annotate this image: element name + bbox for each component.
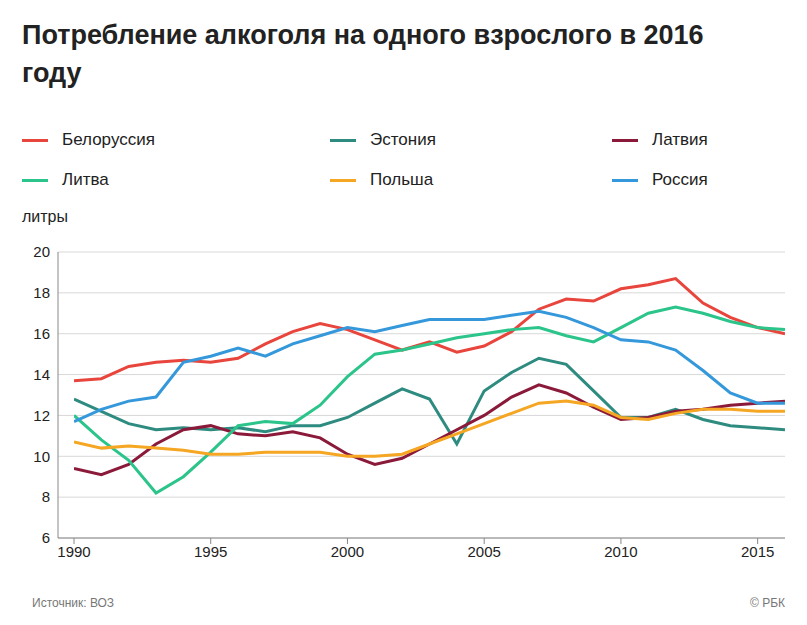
svg-text:2005: 2005 [468, 543, 501, 560]
html-text:Белоруссия: Белоруссия [62, 130, 155, 149]
svg-text:1995: 1995 [194, 543, 227, 560]
html-text:© РБК: © РБК [750, 596, 785, 610]
svg-text:2000: 2000 [331, 543, 364, 560]
html-text:литры: литры [22, 208, 68, 225]
svg-text:1990: 1990 [57, 543, 90, 560]
html-text:Россия: Россия [652, 170, 708, 189]
html-text:Литва: Литва [62, 170, 109, 189]
svg-text:2010: 2010 [604, 543, 637, 560]
html-text:Потребление алкоголя на одного: Потребление алкоголя на одного взрослого… [22, 20, 704, 88]
svg-text:10: 10 [33, 448, 50, 465]
svg-text:12: 12 [33, 407, 50, 424]
svg-text:18: 18 [33, 284, 50, 301]
html-text:Латвия: Латвия [652, 130, 708, 149]
svg-text:2015: 2015 [741, 543, 774, 560]
svg-text:6: 6 [42, 529, 50, 546]
svg-text:8: 8 [42, 488, 50, 505]
html-text:Эстония: Эстония [370, 130, 436, 149]
svg-text:14: 14 [33, 366, 50, 383]
svg-text:20: 20 [33, 243, 50, 260]
svg-text:16: 16 [33, 325, 50, 342]
html-text:Польша: Польша [370, 170, 434, 189]
html-text:Источник: ВОЗ: Источник: ВОЗ [32, 596, 115, 610]
